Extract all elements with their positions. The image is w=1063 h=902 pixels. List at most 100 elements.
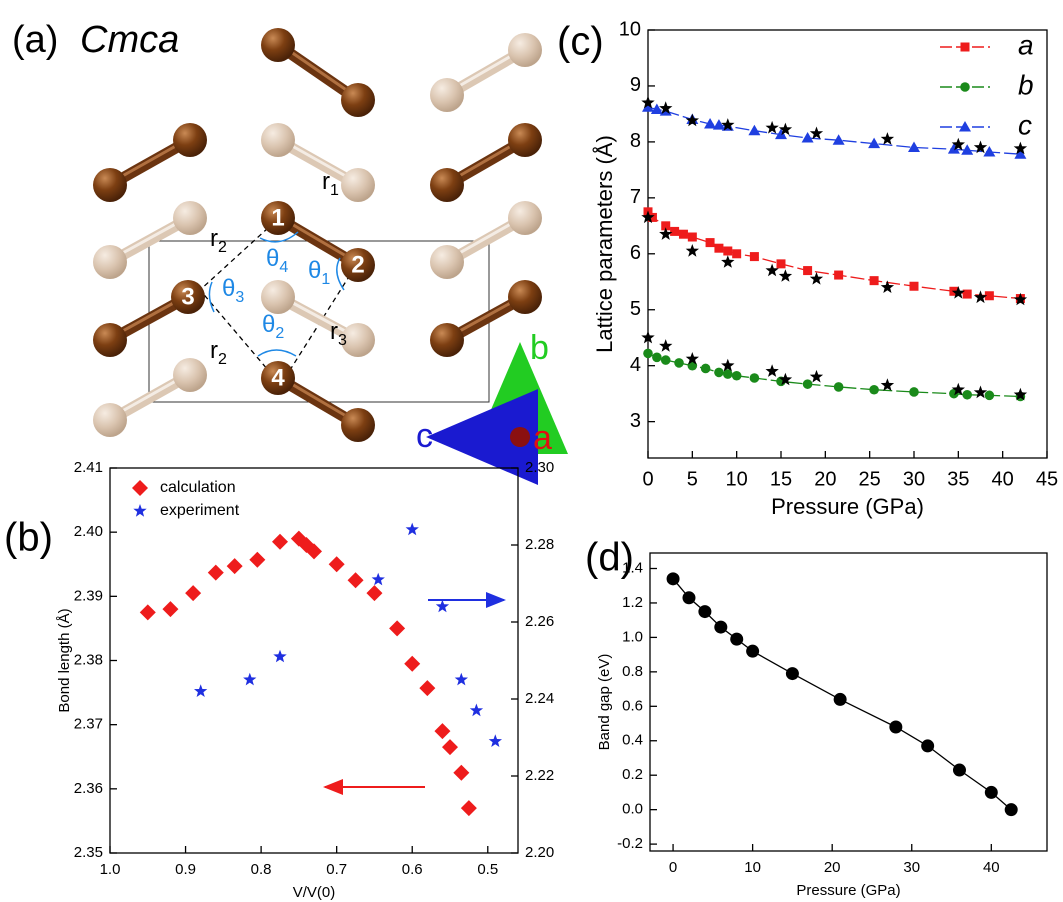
- bond-label: r1: [322, 168, 339, 199]
- x-tick-label: 40: [983, 859, 1000, 876]
- marker: [802, 379, 813, 389]
- x-tick-label: 10: [726, 468, 748, 490]
- marker: [921, 739, 935, 753]
- marker: [405, 522, 419, 536]
- marker: [746, 644, 760, 658]
- plot-frame: [649, 552, 1048, 852]
- atom-label: 3: [181, 283, 194, 310]
- marker: [721, 118, 735, 131]
- y-tick-label: 2.41: [74, 459, 103, 476]
- x-tick-label: 25: [859, 468, 881, 490]
- marker: [660, 355, 671, 365]
- y2-tick-label: 2.30: [525, 459, 554, 476]
- marker: [723, 369, 733, 379]
- bond-label: r2: [210, 225, 227, 256]
- marker: [984, 291, 994, 301]
- marker: [809, 369, 824, 383]
- y2-tick-label: 2.24: [525, 690, 554, 707]
- y-tick-label: 4: [630, 354, 641, 376]
- marker: [731, 370, 742, 381]
- y2-tick-label: 2.26: [525, 613, 554, 630]
- marker: [952, 763, 966, 777]
- angle-label-symbol: θ: [266, 245, 279, 272]
- bond-label-sub: 2: [218, 351, 227, 368]
- marker: [973, 140, 988, 154]
- atom: [173, 123, 207, 157]
- marker: [723, 246, 733, 256]
- marker: [659, 101, 673, 114]
- atom: [430, 323, 464, 357]
- x-tick-label: 40: [992, 468, 1014, 490]
- y-axis-title: Lattice parameters (Å): [592, 135, 617, 353]
- bond-label-sub: 1: [330, 182, 339, 199]
- marker: [962, 289, 972, 299]
- y-tick-label: 1.2: [622, 594, 643, 611]
- marker: [776, 259, 786, 269]
- angle-label-sub: 3: [235, 289, 244, 306]
- atom: [93, 245, 127, 279]
- x-tick-label: 0.6: [402, 861, 423, 878]
- y-tick-label: 3: [630, 410, 641, 432]
- atom-label: 2: [351, 251, 364, 278]
- atom: [430, 78, 464, 112]
- atom: [93, 323, 127, 357]
- bond-label-symbol: r: [322, 168, 330, 195]
- legend-label: a: [1018, 29, 1034, 60]
- bond-label-symbol: r: [210, 225, 218, 252]
- marker: [951, 382, 965, 396]
- x-axis-title: Pressure (GPa): [771, 494, 924, 519]
- marker: [194, 684, 208, 697]
- marker: [469, 703, 484, 717]
- marker: [139, 604, 156, 621]
- legend-label: b: [1018, 69, 1034, 100]
- marker: [652, 352, 662, 363]
- marker: [328, 556, 345, 573]
- marker: [889, 720, 903, 734]
- y-tick-label: 0.0: [622, 801, 643, 818]
- atom: [508, 201, 542, 235]
- marker: [962, 389, 972, 400]
- marker: [730, 632, 744, 646]
- x-tick-label: 0.9: [175, 861, 196, 878]
- marker: [641, 330, 655, 344]
- bond-label-sub: 3: [338, 332, 347, 349]
- marker: [809, 126, 824, 140]
- bond-label-symbol: r: [210, 337, 218, 364]
- axis-a: [510, 427, 530, 447]
- marker: [908, 141, 920, 152]
- marker: [973, 385, 988, 399]
- marker: [705, 238, 715, 248]
- marker: [347, 572, 364, 589]
- x-tick-label: 0.8: [251, 861, 272, 878]
- angle-label: θ4: [266, 245, 288, 276]
- marker: [226, 558, 243, 575]
- marker: [801, 131, 814, 143]
- marker: [749, 373, 760, 383]
- marker: [442, 739, 458, 756]
- atom: [261, 280, 295, 314]
- atom: [171, 280, 205, 314]
- atom: [173, 358, 207, 392]
- x-tick-label: 0.5: [477, 861, 498, 878]
- marker: [698, 605, 712, 619]
- marker: [678, 229, 688, 239]
- y-tick-label: 0.4: [622, 732, 643, 749]
- legend-label: calculation: [160, 479, 236, 496]
- marker: [785, 667, 799, 681]
- plot-frame: [109, 467, 519, 854]
- legend-marker: [960, 42, 970, 52]
- x-tick-label: 45: [1036, 468, 1058, 490]
- marker: [642, 101, 654, 112]
- marker: [909, 281, 919, 291]
- marker: [765, 364, 779, 377]
- plot-frame: [647, 29, 1048, 459]
- y-tick-label: 9: [630, 74, 641, 96]
- marker: [721, 358, 735, 372]
- marker: [947, 143, 960, 154]
- marker: [435, 599, 450, 613]
- x-tick-label: 30: [903, 468, 925, 490]
- atom: [261, 123, 295, 157]
- marker: [700, 363, 711, 374]
- marker: [273, 649, 287, 663]
- bond-label: r3: [330, 318, 347, 349]
